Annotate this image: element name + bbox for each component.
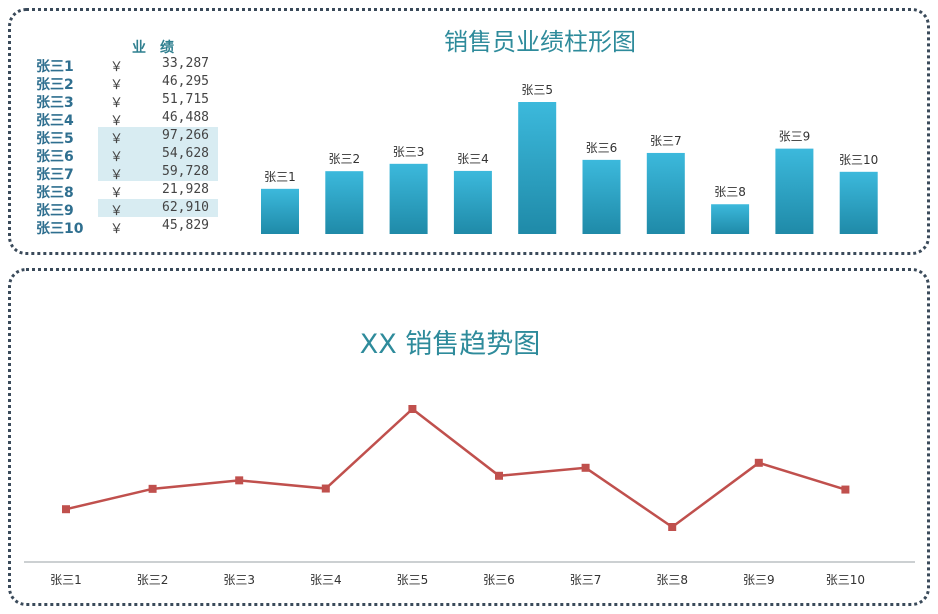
table-row: 张三4 ￥ 46,488 [36, 109, 221, 129]
table-row: 张三5 ￥ 97,266 [36, 127, 221, 147]
currency-symbol: ￥ [110, 222, 124, 237]
row-name: 张三4 [36, 113, 74, 129]
currency-symbol: ￥ [110, 168, 124, 183]
table-row: 张三1 ￥ 33,287 [36, 55, 221, 75]
row-name: 张三6 [36, 149, 74, 165]
row-highlight [98, 145, 218, 163]
bar [518, 102, 557, 234]
data-point [148, 484, 157, 493]
x-tick-label: 张三1 [50, 573, 82, 587]
bar-label: 张三9 [779, 130, 811, 144]
currency-symbol: ￥ [110, 96, 124, 111]
data-point [495, 471, 503, 480]
data-point [668, 523, 677, 531]
data-point [581, 463, 590, 472]
line-chart-title: XX 销售趋势图 [359, 329, 541, 360]
bar [711, 204, 750, 234]
table-row: 张三9 ￥ 62,910 [36, 199, 221, 219]
x-tick-label: 张三2 [137, 573, 169, 587]
bar-label: 张三5 [521, 83, 553, 97]
data-point [321, 484, 330, 493]
row-highlight [98, 163, 218, 181]
bar-label: 张三7 [650, 134, 682, 148]
row-highlight [98, 199, 218, 217]
bar-label: 张三2 [328, 152, 360, 166]
currency-symbol: ￥ [110, 78, 124, 93]
bar [582, 159, 621, 234]
currency-symbol: ￥ [110, 132, 124, 147]
row-name: 张三5 [36, 131, 74, 147]
bar [775, 148, 814, 234]
row-name: 张三8 [36, 185, 74, 201]
x-tick-label: 张三5 [397, 573, 429, 587]
table-row: 张三3 ￥ 51,715 [36, 91, 221, 111]
bar [261, 188, 299, 234]
x-tick-label: 张三9 [743, 573, 775, 587]
row-name: 张三9 [36, 203, 74, 219]
bar [389, 163, 428, 234]
data-point [841, 485, 850, 494]
bar [325, 171, 364, 234]
table-row: 张三2 ￥ 46,295 [36, 73, 221, 93]
data-point [62, 505, 70, 514]
row-name: 张三1 [36, 59, 74, 75]
bar-label: 张三1 [264, 170, 296, 184]
currency-symbol: ￥ [110, 60, 124, 75]
series-line [65, 407, 846, 529]
table-row: 张三7 ￥ 59,728 [36, 163, 221, 183]
row-value: 59,728 [162, 164, 209, 179]
x-tick-label: 张三8 [656, 573, 688, 587]
table-header: 业绩 [132, 40, 188, 56]
bar-label: 张三8 [714, 185, 746, 199]
bar-label: 张三4 [457, 152, 489, 166]
row-value: 33,287 [162, 56, 209, 71]
currency-symbol: ￥ [110, 150, 124, 165]
row-value: 45,829 [162, 218, 209, 233]
row-name: 张三2 [36, 77, 74, 93]
x-tick-label: 张三7 [570, 573, 602, 587]
table-row: 张三8 ￥ 21,928 [36, 181, 221, 201]
row-value: 46,488 [162, 110, 209, 125]
bar-label: 张三10 [839, 153, 878, 167]
data-point [754, 458, 763, 467]
currency-symbol: ￥ [110, 186, 124, 201]
row-name: 张三3 [36, 95, 74, 111]
row-value: 21,928 [162, 182, 209, 197]
x-tick-label: 张三4 [310, 573, 342, 587]
bar-label: 张三6 [586, 141, 618, 155]
table-row: 张三10 ￥ 45,829 [36, 217, 221, 237]
row-name: 张三10 [36, 221, 84, 237]
row-name: 张三7 [36, 167, 74, 183]
bar [453, 170, 492, 234]
x-tick-label: 张三6 [483, 573, 515, 587]
bar-chart-panel [8, 8, 930, 255]
bar-chart-title: 销售员业绩柱形图 [444, 28, 636, 56]
currency-symbol: ￥ [110, 114, 124, 129]
row-value: 62,910 [162, 200, 209, 215]
x-tick-label: 张三3 [223, 573, 255, 587]
bar-label: 张三3 [393, 145, 425, 159]
currency-symbol: ￥ [110, 204, 124, 219]
data-point [408, 405, 417, 413]
x-tick-label: 张三10 [826, 573, 865, 587]
bar [839, 171, 878, 234]
line-chart-panel [8, 268, 930, 606]
row-value: 54,628 [162, 146, 209, 161]
row-value: 51,715 [162, 92, 209, 107]
data-point [235, 476, 244, 485]
row-value: 46,295 [162, 74, 209, 89]
row-highlight [98, 127, 218, 145]
row-value: 97,266 [162, 128, 209, 143]
bar [646, 152, 685, 234]
table-row: 张三6 ￥ 54,628 [36, 145, 221, 165]
